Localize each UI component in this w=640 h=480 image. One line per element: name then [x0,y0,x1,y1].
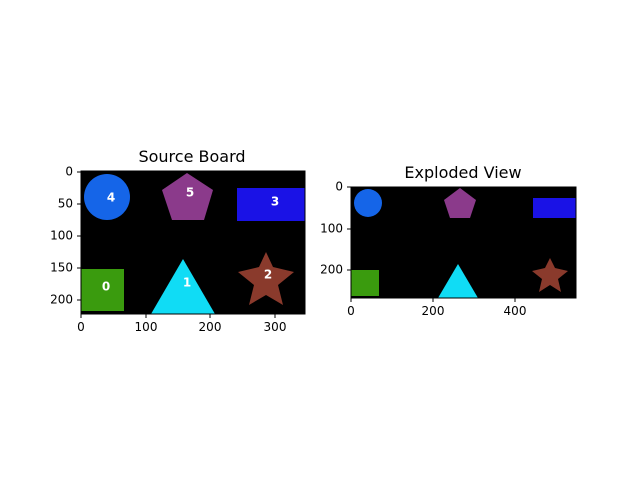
exploded-y-axis: 0 100 200 [320,180,351,277]
source-y-tick-label: 0 [65,165,73,179]
exploded-x-tick-label: 400 [504,304,527,318]
exploded-shape-5-pentagon [444,188,476,218]
source-board-panel: Source Board 4 5 3 0 1 2 0 100 200 300 [50,147,306,334]
source-shape-4-label: 4 [107,191,115,205]
source-shape-5-pentagon [162,173,213,220]
source-y-axis: 0 50 100 150 200 [50,165,81,307]
exploded-shape-3-rectangle [533,198,576,218]
source-board-frame [80,170,306,315]
source-shape-2-star [238,252,294,305]
source-shape-4-circle [84,174,130,220]
exploded-y-tick-label: 0 [335,180,343,194]
source-shape-1-triangle [151,259,215,314]
exploded-x-axis: 0 200 400 [347,298,526,318]
source-x-tick-label: 0 [77,320,85,334]
source-shape-0-square [81,269,124,311]
exploded-shape-0-square [351,270,379,296]
source-board-title: Source Board [138,147,245,166]
source-y-tick-label: 200 [50,293,73,307]
source-shape-5-label: 5 [186,186,194,200]
exploded-view-title: Exploded View [404,163,521,182]
source-shape-2-label: 2 [264,268,272,282]
exploded-y-tick-label: 200 [320,263,343,277]
source-x-tick-label: 100 [135,320,158,334]
source-x-tick-label: 300 [264,320,287,334]
exploded-view-frame [350,186,577,299]
exploded-shape-2-star [532,258,568,292]
source-shape-3-rectangle [237,188,305,221]
source-shape-0-label: 0 [102,280,110,294]
exploded-x-tick-label: 0 [347,304,355,318]
exploded-x-tick-label: 200 [422,304,445,318]
source-y-tick-label: 100 [50,229,73,243]
exploded-y-tick-label: 100 [320,222,343,236]
source-y-tick-label: 150 [50,261,73,275]
source-x-axis: 0 100 200 300 [77,314,286,334]
source-shape-1-label: 1 [183,276,191,290]
exploded-shape-4-circle [354,189,382,217]
source-y-tick-label: 50 [58,197,73,211]
source-x-tick-label: 200 [199,320,222,334]
exploded-view-panel: Exploded View 0 200 400 0 100 200 [320,163,577,318]
exploded-shape-1-triangle [438,264,478,298]
source-shape-3-label: 3 [271,195,279,209]
